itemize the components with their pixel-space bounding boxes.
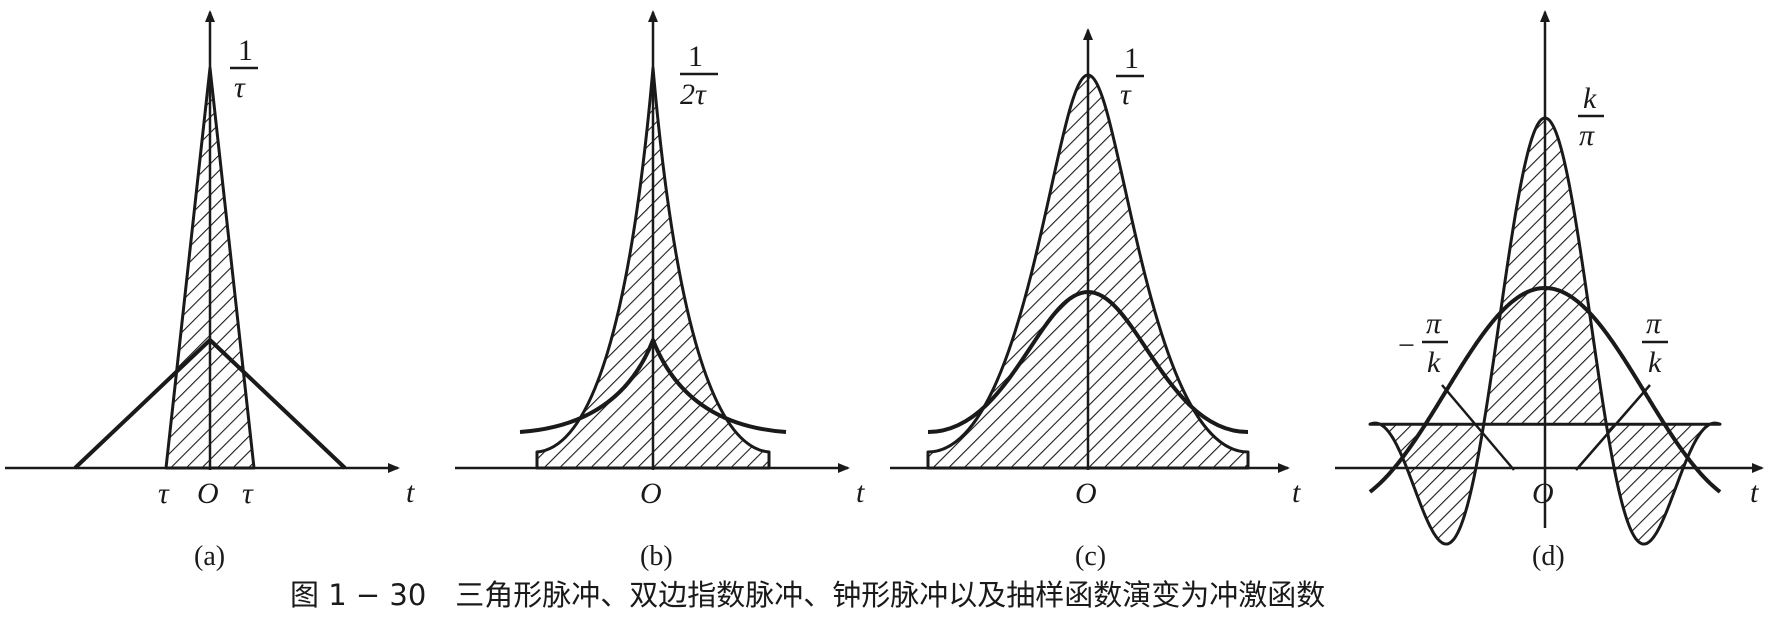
peak-label-denominator: 2τ: [680, 78, 707, 111]
tick-label-right: τ: [242, 477, 254, 510]
narrow-double-exponential: [535, 66, 771, 470]
t-axis-label: t: [406, 476, 415, 509]
left-zero-sign: −: [1398, 329, 1415, 362]
origin-label: O: [1532, 477, 1554, 510]
panel-c: 1 τ O t (c): [890, 28, 1301, 572]
figure-caption: 图 1 − 30 三角形脉冲、双边指数脉冲、钟形脉冲以及抽样函数演变为冲激函数: [290, 578, 1325, 612]
leader-line-left: [1441, 384, 1515, 471]
peak-label-numerator: 1: [238, 34, 253, 67]
panel-sublabel: (c): [1075, 541, 1106, 572]
wide-sampling-function: [1368, 286, 1722, 494]
peak-label-numerator: k: [1583, 82, 1597, 115]
panel-sublabel: (a): [194, 541, 225, 572]
peak-label-denominator: π: [1579, 119, 1595, 152]
peak-label-numerator: 1: [688, 40, 703, 73]
right-zero-denominator: k: [1648, 346, 1662, 379]
panel-sublabel: (b): [640, 541, 673, 572]
narrow-sampling-function: [1368, 116, 1722, 546]
panel-sublabel: (d): [1532, 541, 1565, 572]
panel-d: k π − π k π k O t (d): [1335, 10, 1764, 572]
narrow-bell-pulse: [926, 73, 1250, 470]
wide-double-exponential: [519, 338, 787, 434]
peak-label-denominator: τ: [1120, 78, 1132, 111]
tick-label-left: τ: [158, 477, 170, 510]
peak-label-numerator: 1: [1124, 42, 1139, 75]
t-axis-label: t: [1750, 476, 1759, 509]
left-zero-numerator: π: [1426, 307, 1442, 340]
panel-a: 1 τ τ O τ t (a): [5, 10, 415, 572]
peak-label-denominator: τ: [234, 71, 246, 104]
panel-b: 1 2τ O t (b): [455, 10, 865, 572]
origin-label: O: [640, 477, 662, 510]
t-axis-label: t: [856, 476, 865, 509]
origin-label: O: [197, 477, 219, 510]
right-zero-numerator: π: [1646, 307, 1662, 340]
left-zero-denominator: k: [1427, 346, 1441, 379]
wide-bell-pulse: [927, 290, 1249, 434]
wide-triangle-pulse: [73, 338, 347, 470]
leader-line-right: [1575, 384, 1651, 471]
narrow-triangle-pulse: [164, 66, 256, 470]
t-axis-label: t: [1292, 476, 1301, 509]
origin-label: O: [1075, 477, 1097, 510]
